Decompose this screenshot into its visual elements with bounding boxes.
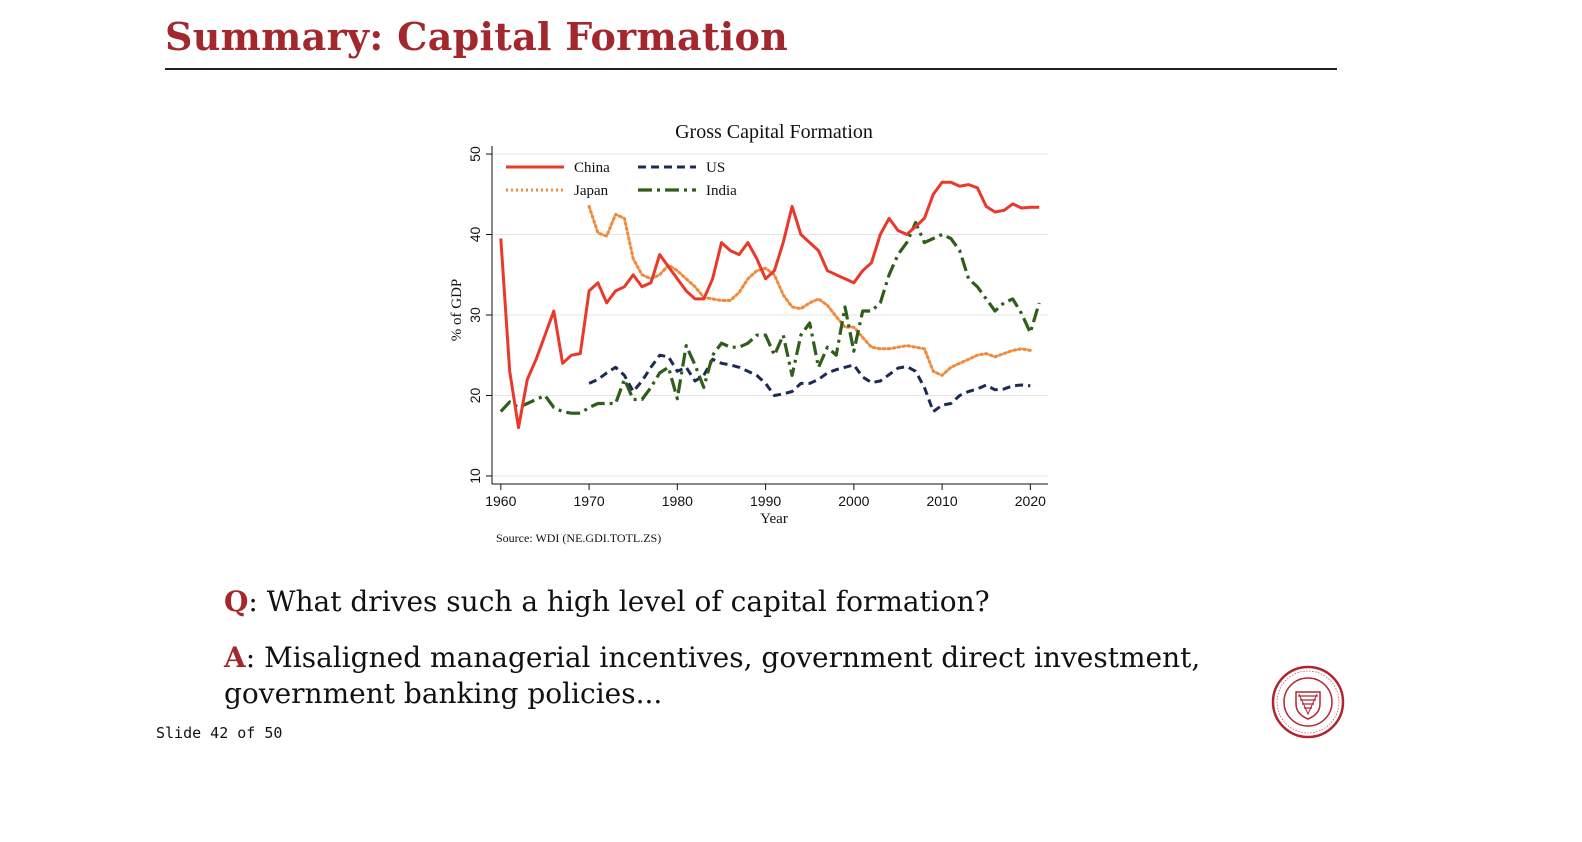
question-line: Q: What drives such a high level of capi… [224,584,990,620]
chart-title: Gross Capital Formation [675,121,873,143]
x-tick-label: 1990 [750,493,781,509]
answer-text: : Misaligned managerial incentives, gove… [224,641,1201,710]
y-tick-label: 10 [467,468,483,484]
gross-capital-formation-chart: Gross Capital Formation 10 20 30 40 50 1960 19… [449,121,1048,545]
chart-series-lines [499,180,1041,430]
x-tick-label: 1980 [662,493,693,509]
x-axis-label: Year [760,511,788,527]
university-seal-icon [1271,665,1345,739]
series-line-us [588,353,1031,414]
y-tick-label: 20 [467,387,483,403]
chart-gridlines [492,153,1048,477]
x-tick-label: 2000 [838,493,869,509]
series-line-japan [587,204,1032,377]
x-tick-label: 1960 [485,493,516,509]
title-underline [165,68,1337,70]
x-tick-label: 1970 [574,493,605,509]
chart-axes: 10 20 30 40 50 1960 1970 1980 1990 2000 2010 2020 [467,146,1048,509]
y-tick-label: 50 [467,146,483,162]
slide-counter: Slide 42 of 50 [156,724,283,742]
question-key: Q [224,585,249,618]
x-tick-label: 2010 [927,493,958,509]
answer-line: A: Misaligned managerial incentives, gov… [224,640,1224,712]
chart-source-note: Source: WDI (NE.GDI.TOTL.ZS) [496,531,661,545]
question-text: : What drives such a high level of capit… [248,585,990,618]
legend-label-japan: Japan [574,183,609,199]
y-tick-label: 30 [467,307,483,323]
chart-legend: China US Japan India [506,160,737,199]
slide-title: Summary: Capital Formation [165,14,789,59]
series-line-india [499,220,1041,415]
legend-label-us: US [706,160,725,176]
legend-label-india: India [706,183,737,199]
series-line-china [499,180,1040,430]
y-axis-label: % of GDP [449,279,465,342]
y-tick-label: 40 [467,227,483,243]
legend-label-china: China [574,160,610,176]
answer-key: A [224,641,246,674]
x-tick-label: 2020 [1015,493,1046,509]
